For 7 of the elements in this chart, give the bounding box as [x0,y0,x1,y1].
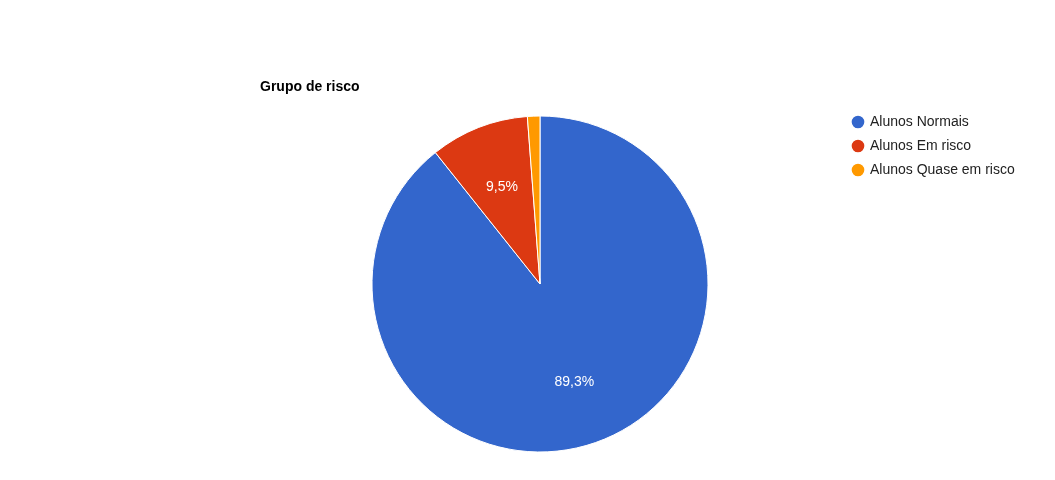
data-label: 9,5% [486,178,518,195]
legend-label: Alunos Em risco [870,137,972,153]
legend-label: Alunos Quase em risco [870,161,1015,177]
data-label: 89,3% [554,373,595,390]
legend-label: Alunos Normais [870,113,969,129]
chart-title: Grupo de risco [260,78,360,94]
pie-slice [371,115,709,453]
